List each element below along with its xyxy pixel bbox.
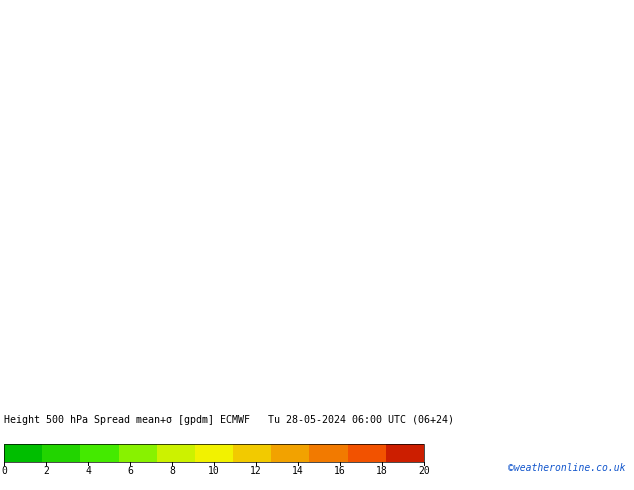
Text: 8: 8 <box>169 466 175 476</box>
Text: 20: 20 <box>418 466 430 476</box>
Bar <box>157 444 195 462</box>
Text: 18: 18 <box>376 466 388 476</box>
Text: 10: 10 <box>208 466 220 476</box>
Bar <box>347 444 386 462</box>
Text: 16: 16 <box>334 466 346 476</box>
Text: 0: 0 <box>1 466 7 476</box>
Bar <box>195 444 233 462</box>
Text: 4: 4 <box>85 466 91 476</box>
Text: 6: 6 <box>127 466 133 476</box>
Text: Height 500 hPa Spread mean+σ [gpdm] ECMWF   Tu 28-05-2024 06:00 UTC (06+24): Height 500 hPa Spread mean+σ [gpdm] ECMW… <box>4 415 454 425</box>
Text: ©weatheronline.co.uk: ©weatheronline.co.uk <box>508 463 626 473</box>
Bar <box>386 444 424 462</box>
Bar <box>119 444 157 462</box>
Text: 12: 12 <box>250 466 262 476</box>
Bar <box>233 444 271 462</box>
Bar <box>271 444 309 462</box>
Bar <box>4 444 424 462</box>
Bar <box>309 444 347 462</box>
Text: 2: 2 <box>43 466 49 476</box>
Bar <box>4 444 42 462</box>
Bar <box>81 444 119 462</box>
Text: 14: 14 <box>292 466 304 476</box>
Bar <box>42 444 81 462</box>
